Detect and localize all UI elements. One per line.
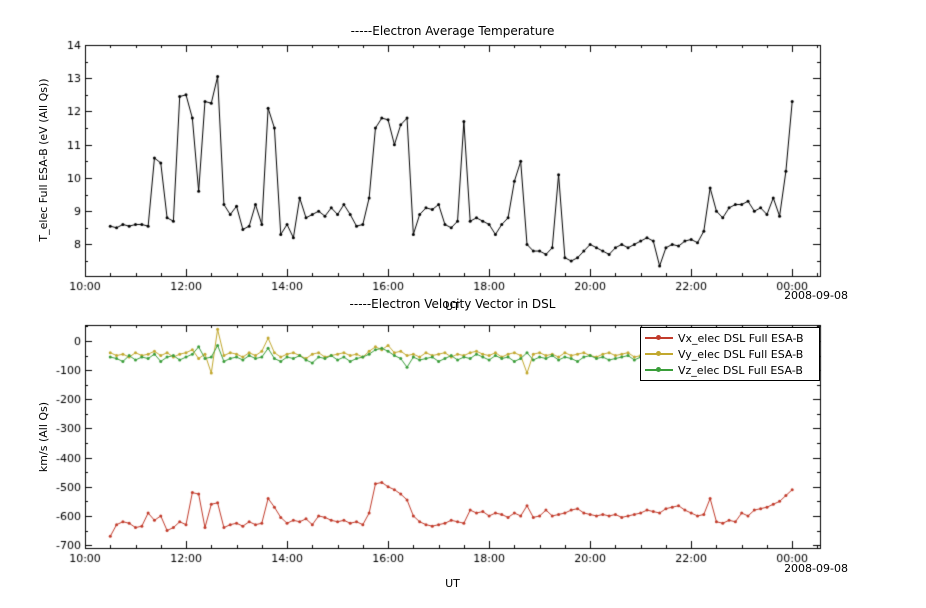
velocity-legend: Vx_elec DSL Full ESA-B Vy_elec DSL Full … bbox=[640, 327, 820, 381]
chart-title-temperature: -----Electron Average Temperature bbox=[350, 24, 555, 38]
y-axis-label-temperature: T_elec Full ESA-B (eV (All Qs)) bbox=[37, 78, 50, 242]
vy-marker-icon bbox=[656, 351, 661, 356]
vz-marker-icon bbox=[656, 367, 661, 372]
legend-entry-vy: Vy_elec DSL Full ESA-B bbox=[641, 346, 819, 362]
vx-line-sample-icon bbox=[645, 335, 673, 340]
vz-line-sample-icon bbox=[645, 367, 673, 372]
chart-title-velocity: -----Electron Velocity Vector in DSL bbox=[349, 297, 556, 311]
legend-label-vy: Vy_elec DSL Full ESA-B bbox=[678, 347, 804, 361]
vy-line-sample-icon bbox=[645, 351, 673, 356]
x-axis-label-ut-top: UT bbox=[445, 300, 460, 313]
y-axis-label-velocity: km/s (All Qs) bbox=[37, 401, 50, 473]
legend-entry-vx: Vx_elec DSL Full ESA-B bbox=[641, 330, 819, 346]
vx-marker-icon bbox=[656, 335, 661, 340]
date-label-top: 2008-09-08 bbox=[784, 289, 848, 302]
legend-entry-vz: Vz_elec DSL Full ESA-B bbox=[641, 362, 819, 378]
date-label-bottom: 2008-09-08 bbox=[784, 562, 848, 575]
x-axis-label-ut-bottom: UT bbox=[445, 577, 460, 590]
legend-label-vx: Vx_elec DSL Full ESA-B bbox=[678, 331, 804, 345]
legend-label-vz: Vz_elec DSL Full ESA-B bbox=[678, 363, 803, 377]
